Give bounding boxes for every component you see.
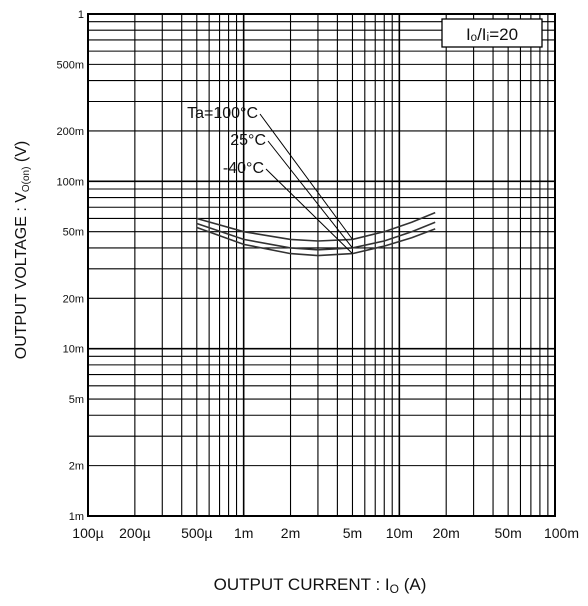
annotation-box: Iₒ/Iᵢ=20 (441, 18, 543, 48)
series-leader-line (259, 113, 353, 240)
y-tick-label: 100m (56, 176, 84, 188)
series-leader-lines (259, 113, 353, 254)
series-line (196, 221, 436, 251)
x-tick-label: 500µ (181, 525, 212, 541)
plot-frame (87, 13, 556, 517)
series-leader-line (265, 168, 353, 254)
y-tick-label: 1 (78, 9, 84, 21)
x-tick-label: 20m (433, 525, 460, 541)
series-label: -40°C (223, 160, 264, 177)
x-tick-label: 200µ (119, 525, 150, 541)
series-label: Ta=100°C (187, 105, 258, 122)
series-leader-line (267, 140, 353, 249)
series-line (196, 211, 436, 242)
series-lines (196, 211, 436, 257)
x-tick-label: 100µ (72, 525, 103, 541)
x-tick-label: 5m (343, 525, 362, 541)
x-axis-label: OUTPUT CURRENT : IO (A) (214, 575, 427, 596)
x-tick-label: 50m (495, 525, 522, 541)
y-tick-label: 50m (63, 227, 84, 239)
y-tick-label: 2m (69, 461, 84, 473)
series-labels: Ta=100°C 25°C -40°C (187, 105, 266, 177)
x-tick-label: 10m (386, 525, 413, 541)
x-tick-label: 100m (544, 525, 579, 541)
y-tick-label: 200m (56, 126, 84, 138)
tick-labels: 100µ 200µ 500µ 1m 2m 5m 10m 20m 50m 100m 1 500m 200m… (56, 9, 579, 541)
y-tick-label: 1m (69, 511, 84, 523)
y-axis-label: OUTPUT VOLTAGE : VO(on) (V) (13, 141, 32, 359)
annotation-text: Iₒ/Iᵢ=20 (466, 25, 518, 44)
y-tick-label: 10m (63, 344, 84, 356)
series-line (196, 226, 436, 257)
y-tick-label: 20m (63, 293, 84, 305)
x-tick-label: 2m (281, 525, 300, 541)
series-label: 25°C (230, 132, 266, 149)
grid (88, 14, 555, 516)
x-tick-label: 1m (234, 525, 253, 541)
y-tick-label: 500m (56, 59, 84, 71)
y-tick-label: 5m (69, 394, 84, 406)
